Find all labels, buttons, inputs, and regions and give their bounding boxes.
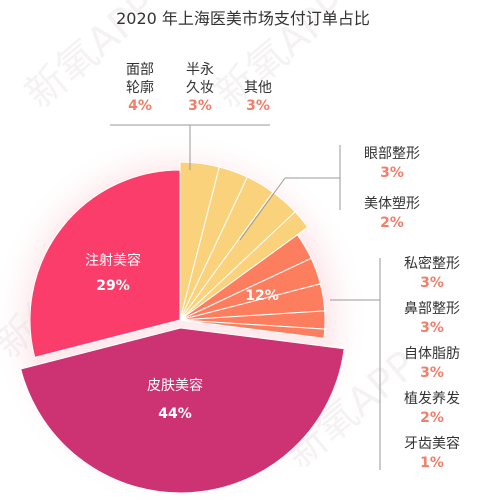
pie-slice	[179, 319, 326, 339]
callout-value: 4%	[128, 98, 152, 114]
slice-value: 29%	[96, 278, 130, 294]
callout-label: 植发养发	[404, 391, 460, 407]
callout-value: 3%	[420, 320, 444, 336]
callout-value: 3%	[420, 365, 444, 381]
callout-value: 1%	[420, 455, 444, 471]
pie-slice	[179, 211, 309, 321]
callout-label: 其他	[244, 80, 272, 96]
slice-value: 44%	[158, 406, 192, 422]
callout-label: 自体脂肪	[404, 346, 460, 362]
callout-label: 牙齿美容	[404, 435, 460, 452]
pie-slices	[20, 161, 345, 494]
slice-group-value: 12%	[245, 288, 279, 304]
callout-label: 久妆	[186, 80, 214, 96]
callout-label: 半永	[186, 62, 214, 78]
callout-label: 鼻部整形	[404, 300, 460, 317]
slice-label: 注射美容	[85, 252, 141, 269]
callout-value: 3%	[188, 98, 212, 114]
leader-lines	[110, 124, 381, 470]
callout-label: 面部	[126, 62, 154, 78]
chart-title: 2020 年上海医美市场支付订单占比	[116, 9, 370, 28]
slice-label: 皮肤美容	[147, 377, 203, 394]
callout-value: 3%	[380, 165, 404, 181]
callout-value: 3%	[246, 98, 270, 114]
leader-line	[239, 177, 286, 241]
callout-value: 2%	[380, 215, 404, 231]
callout-label: 眼部整形	[364, 146, 420, 162]
callout-label: 轮廓	[126, 79, 154, 96]
callout-value: 3%	[420, 275, 444, 291]
callout-label: 美体塑形	[364, 196, 420, 212]
callout-value: 2%	[420, 410, 444, 426]
callout-label: 私密整形	[404, 255, 460, 272]
pie-slice	[29, 169, 181, 358]
pie-slice	[20, 327, 345, 494]
